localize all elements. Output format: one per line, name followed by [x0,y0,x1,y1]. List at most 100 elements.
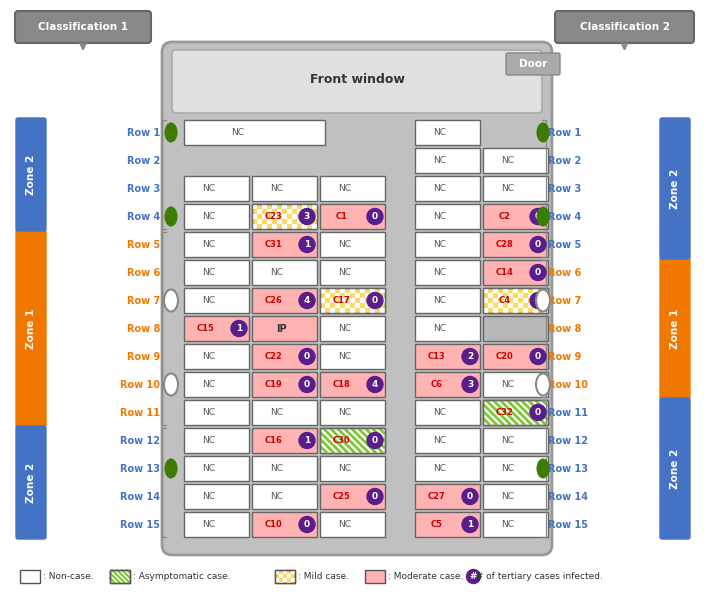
Bar [307,219,312,224]
Text: NC: NC [338,184,351,193]
Bar [523,288,528,293]
Bar [365,303,370,308]
Circle shape [299,209,315,224]
Bar [380,288,385,293]
Circle shape [530,348,546,364]
Text: NC: NC [433,212,446,221]
Bar [312,204,317,209]
Text: NC: NC [202,464,215,473]
Bar [252,316,317,341]
Text: 0: 0 [304,520,310,529]
FancyBboxPatch shape [15,11,151,43]
Bar [415,204,480,229]
Text: NC: NC [501,492,514,501]
FancyBboxPatch shape [16,118,46,231]
Text: Row 6: Row 6 [548,267,581,278]
Bar [415,400,480,425]
Bar [184,344,249,369]
Text: C23: C23 [264,212,282,221]
Bar [513,298,518,303]
Circle shape [367,209,383,224]
Bar [110,570,130,583]
Bar [277,209,282,214]
Bar [538,293,543,298]
Circle shape [530,264,546,281]
Bar [302,214,307,219]
Bar [518,303,523,308]
Bar [287,582,291,583]
Text: C20: C20 [496,352,513,361]
Bar [287,574,291,578]
Bar [292,214,297,219]
Circle shape [462,517,478,532]
Bar [493,288,498,293]
Text: Row 14: Row 14 [548,491,588,502]
Text: NC: NC [202,436,215,445]
Text: NC: NC [202,268,215,277]
Bar [282,204,287,209]
Circle shape [462,488,478,505]
Bar [415,512,480,537]
Bar [503,308,508,313]
Bar [287,209,292,214]
Ellipse shape [164,373,178,396]
Text: NC: NC [202,408,215,417]
Bar [291,578,295,582]
Bar [488,293,493,298]
Text: 1: 1 [304,436,310,445]
Bar [483,288,548,313]
Bar [320,512,385,537]
Bar [528,293,533,298]
Text: NC: NC [501,380,514,389]
Bar [415,260,480,285]
Bar [533,298,538,303]
Bar [252,400,317,425]
Bar [252,204,317,229]
Bar [275,570,279,574]
Text: #: # [469,572,477,581]
Circle shape [530,209,546,224]
Bar [277,219,282,224]
Text: C26: C26 [264,296,282,305]
Text: Row 11: Row 11 [548,408,588,417]
Text: 0: 0 [535,240,541,249]
Bar [415,484,480,509]
Bar [275,570,295,583]
Text: C27: C27 [427,492,445,501]
Bar [345,293,350,298]
Bar [283,570,287,574]
Bar [20,570,40,583]
Circle shape [299,517,315,532]
Ellipse shape [164,122,178,143]
Bar [267,209,272,214]
Bar [320,260,385,285]
Bar [488,303,493,308]
Circle shape [530,292,546,309]
FancyBboxPatch shape [506,53,560,75]
Bar [252,288,317,313]
Text: NC: NC [338,268,351,277]
Bar [320,176,385,201]
Bar [320,428,385,453]
Text: NC: NC [202,296,215,305]
Bar [252,232,317,257]
Text: NC: NC [433,408,446,417]
Bar [533,288,538,293]
Bar [483,176,548,201]
Text: NC: NC [433,296,446,305]
Text: Zone 2: Zone 2 [26,462,36,503]
Text: Row 7: Row 7 [548,295,581,306]
Bar [503,288,508,293]
Bar [415,232,480,257]
Bar [184,288,249,313]
Bar [184,120,325,145]
Bar [320,204,385,229]
Bar [184,232,249,257]
Bar [292,204,297,209]
Text: C28: C28 [496,240,513,249]
Bar [287,219,292,224]
Text: Classification 1: Classification 1 [38,22,128,32]
Text: NC: NC [202,492,215,501]
Bar [483,308,488,313]
Bar [320,288,385,313]
